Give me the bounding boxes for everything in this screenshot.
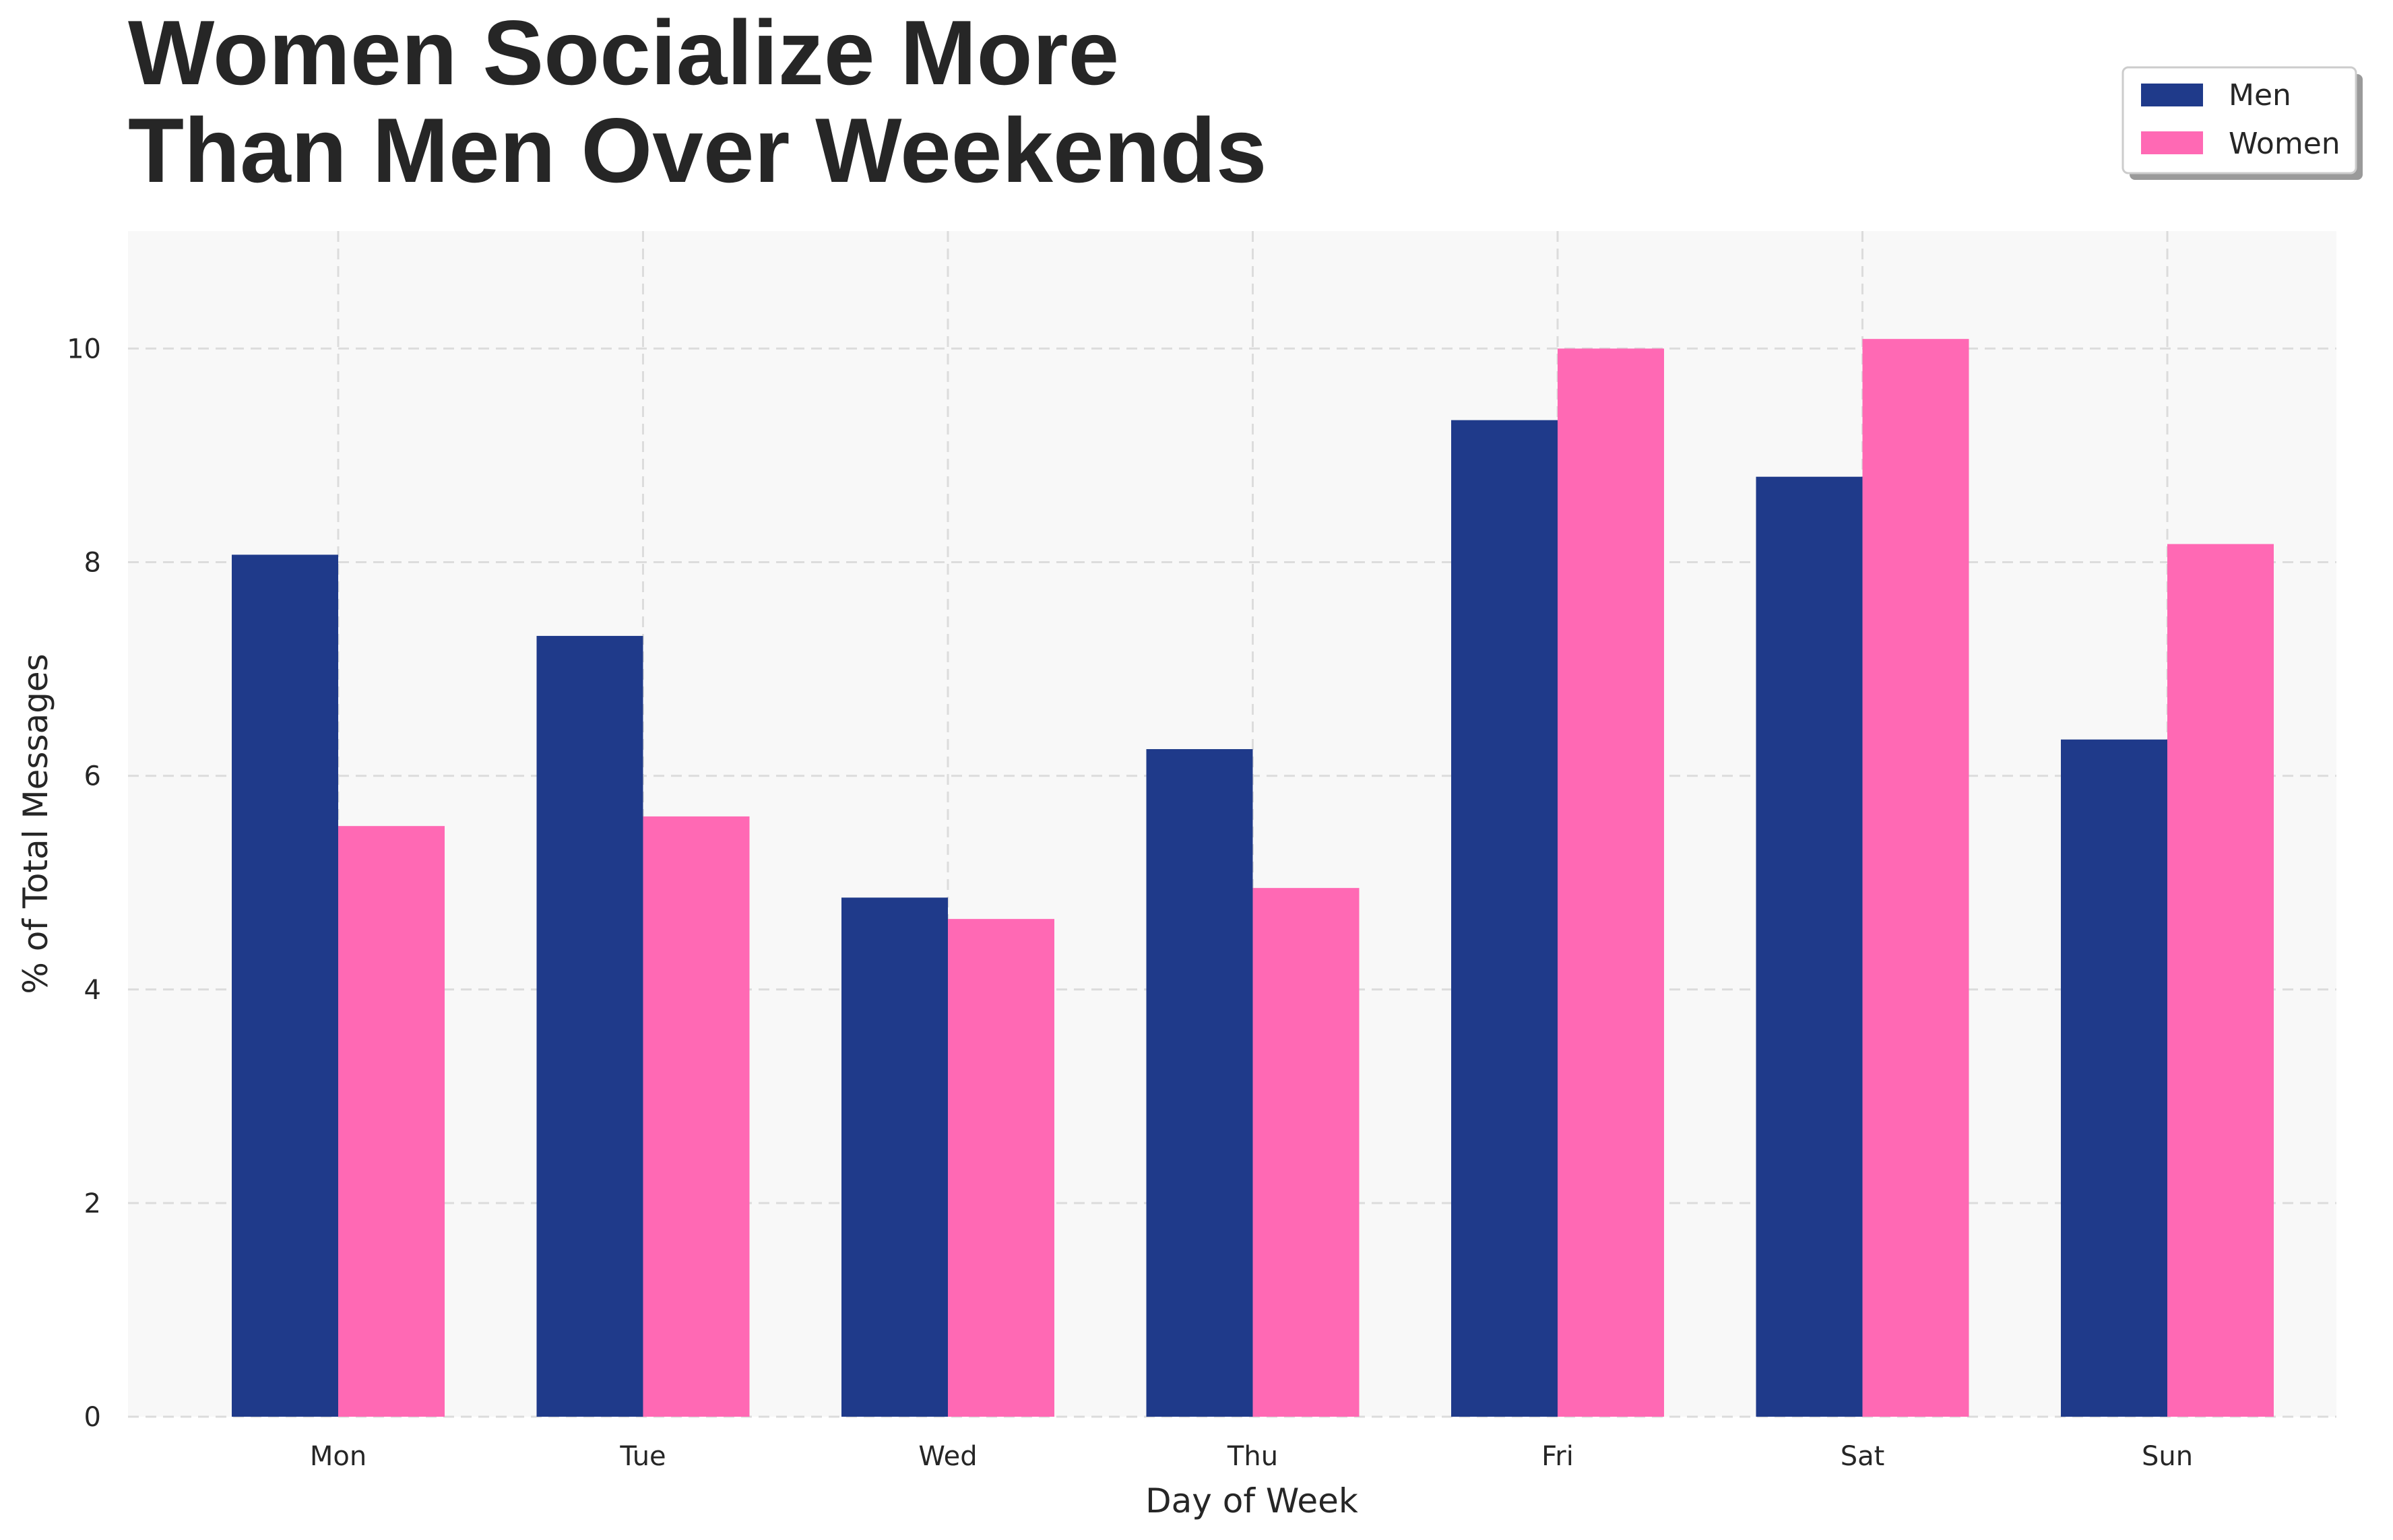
- bar-women-sun: [2167, 544, 2274, 1417]
- bar-men-mon: [232, 554, 338, 1417]
- legend-swatch-men: [2141, 84, 2203, 106]
- bar-men-thu: [1146, 749, 1253, 1417]
- x-tick-label: Tue: [619, 1441, 666, 1472]
- x-tick-label: Thu: [1227, 1441, 1278, 1472]
- legend-label-men: Men: [2229, 78, 2291, 113]
- bar-men-sun: [2061, 739, 2167, 1417]
- y-tick-label: 10: [67, 333, 101, 364]
- x-tick-label: Wed: [918, 1441, 977, 1472]
- y-tick-label: 0: [84, 1402, 101, 1433]
- bar-women-mon: [338, 826, 445, 1417]
- y-axis-ticks: 0 2 4 6 8 10: [67, 333, 101, 1433]
- x-tick-label: Sat: [1841, 1441, 1885, 1472]
- bar-women-wed: [948, 919, 1054, 1417]
- bar-women-fri: [1558, 348, 1664, 1417]
- bar-women-sat: [1862, 339, 1969, 1417]
- bar-women-thu: [1252, 888, 1360, 1417]
- x-tick-label: Sun: [2142, 1441, 2193, 1472]
- chart-title: Women Socialize More Than Men Over Weeke…: [128, 1, 1267, 201]
- x-tick-label: Fri: [1541, 1441, 1574, 1472]
- legend: Men Women: [2121, 66, 2363, 180]
- bar-women-tue: [643, 816, 750, 1417]
- bars: [232, 339, 2274, 1417]
- chart-title-line-2: Than Men Over Weekends: [128, 99, 1267, 201]
- x-axis-label: Day of Week: [1145, 1481, 1358, 1520]
- bar-men-wed: [841, 897, 948, 1417]
- x-tick-label: Mon: [310, 1441, 366, 1472]
- x-axis-ticks: Mon Tue Wed Thu Fri Sat Sun: [310, 1441, 2193, 1472]
- legend-label-women: Women: [2229, 127, 2340, 161]
- y-tick-label: 4: [84, 975, 101, 1006]
- bar-men-sat: [1756, 476, 1863, 1417]
- bar-men-tue: [536, 635, 643, 1417]
- y-tick-label: 8: [84, 548, 101, 579]
- legend-swatch-women: [2141, 131, 2203, 154]
- bar-men-fri: [1451, 420, 1558, 1417]
- y-tick-label: 2: [84, 1188, 101, 1219]
- y-tick-label: 6: [84, 761, 101, 792]
- chart-title-line-1: Women Socialize More: [128, 1, 1119, 104]
- y-axis-label: % of Total Messages: [16, 653, 55, 994]
